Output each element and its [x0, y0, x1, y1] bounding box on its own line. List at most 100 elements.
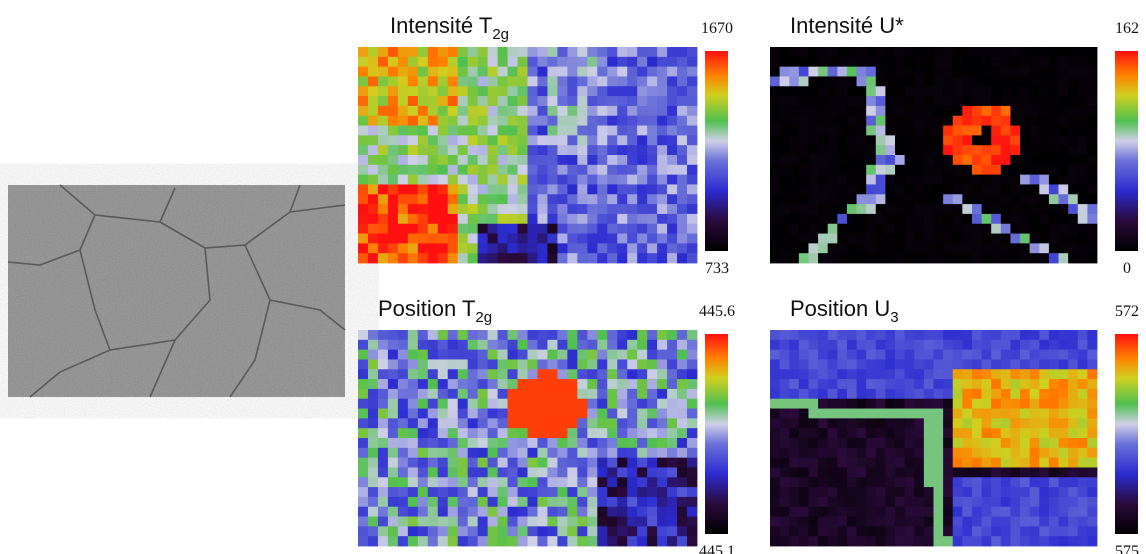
heatmap-pixel	[837, 66, 848, 77]
heatmap-pixel	[943, 516, 954, 527]
heatmap-pixel	[687, 66, 698, 77]
heatmap-pixel	[377, 467, 389, 478]
heatmap-pixel	[507, 115, 518, 126]
heatmap-pixel	[497, 145, 508, 156]
heatmap-pixel	[437, 243, 449, 254]
heatmap-pixel	[827, 125, 838, 136]
heatmap-pixel	[597, 47, 608, 58]
heatmap-pixel	[557, 526, 568, 537]
heatmap-pixel	[497, 174, 508, 185]
heatmap-pixel	[517, 194, 528, 205]
heatmap-pixel	[779, 56, 790, 68]
heatmap-pixel	[1058, 359, 1069, 370]
heatmap-pixel	[885, 526, 896, 537]
heatmap-pixel	[657, 164, 668, 176]
heatmap-pixel	[597, 233, 608, 244]
heatmap-pixel	[789, 398, 800, 409]
heatmap-pixel	[527, 339, 538, 351]
heatmap-pixel	[627, 194, 638, 205]
heatmap-pixel	[770, 135, 781, 146]
heatmap-pixel	[846, 379, 857, 390]
heatmap-pixel	[567, 155, 578, 166]
heatmap-pixel	[827, 243, 838, 254]
heatmap-pixel	[547, 253, 558, 264]
heatmap-pixel	[991, 86, 1002, 97]
heatmap-pixel	[808, 349, 819, 360]
heatmap-pixel	[617, 487, 628, 498]
heatmap-pixel	[647, 105, 658, 117]
heatmap-pixel	[1087, 477, 1098, 488]
heatmap-pixel	[875, 76, 886, 87]
heatmap-pixel	[637, 369, 648, 380]
heatmap-pixel	[467, 194, 479, 205]
heatmap-pixel	[627, 438, 638, 449]
heatmap-pixel	[627, 66, 638, 77]
heatmap-pixel	[358, 56, 369, 68]
heatmap-pixel	[377, 145, 389, 156]
heatmap-pixel	[447, 408, 459, 419]
heatmap-pixel	[387, 86, 399, 97]
heatmap-pixel	[447, 379, 459, 390]
heatmap-pixel	[657, 86, 668, 97]
heatmap-pixel	[637, 457, 648, 468]
heatmap-pixel	[991, 56, 1002, 68]
heatmap-pixel	[798, 105, 809, 117]
heatmap-pixel	[667, 330, 678, 341]
heatmap-pixel	[991, 47, 1002, 58]
heatmap-pixel	[923, 243, 934, 254]
heatmap-pixel	[923, 66, 934, 77]
heatmap-pixel	[846, 408, 857, 419]
heatmap-pixel	[827, 536, 838, 547]
heatmap-pixel	[657, 105, 668, 117]
heatmap-pixel	[577, 487, 588, 498]
heatmap-pixel	[527, 155, 538, 166]
heatmap-pixel	[358, 496, 369, 508]
heatmap-pixel	[866, 467, 877, 478]
heatmap-pixel	[837, 536, 848, 547]
heatmap-pixel	[991, 76, 1002, 87]
heatmap-pixel	[981, 184, 992, 195]
heatmap-pixel	[627, 125, 638, 136]
heatmap-pixel	[1087, 125, 1098, 136]
heatmap-pixel	[567, 477, 578, 488]
heatmap-pixel	[557, 349, 568, 360]
heatmap-pixel	[1068, 330, 1079, 341]
heatmap-pixel	[387, 47, 399, 58]
heatmap-pixel	[667, 135, 678, 146]
heatmap-pixel	[547, 339, 558, 351]
heatmap-pixel	[818, 467, 829, 478]
heatmap-pixel	[527, 145, 538, 156]
heatmap-pixel	[507, 56, 518, 68]
heatmap-pixel	[1068, 408, 1079, 419]
heatmap-pixel	[1068, 418, 1079, 429]
heatmap-pixel	[1029, 223, 1040, 234]
heatmap-pixel	[507, 253, 518, 264]
heatmap-pixel	[1077, 496, 1088, 508]
heatmap-pixel	[677, 487, 688, 498]
scale-min-label: 445,1	[699, 543, 735, 554]
heatmap-pixel	[567, 359, 578, 370]
heatmap-pixel	[487, 76, 498, 87]
heatmap-pixel	[837, 398, 848, 409]
heatmap-pixel	[837, 408, 848, 419]
heatmap-pixel	[770, 233, 781, 244]
heatmap-pixel	[657, 408, 668, 419]
heatmap-pixel	[447, 164, 459, 176]
heatmap-pixel	[547, 96, 558, 107]
heatmap-pixel	[827, 516, 838, 527]
heatmap-pixel	[417, 96, 429, 107]
heatmap-pixel	[1000, 253, 1011, 264]
heatmap-pixel	[577, 233, 588, 244]
heatmap-pixel	[1039, 379, 1050, 390]
heatmap-pixel	[1020, 379, 1031, 390]
heatmap-pixel	[387, 467, 399, 478]
heatmap-pixel	[577, 369, 588, 380]
heatmap-pixel	[866, 526, 877, 537]
heatmap-pixel	[387, 56, 399, 68]
heatmap-pixel	[933, 66, 944, 77]
heatmap-pixel	[397, 204, 409, 215]
heatmap-pixel	[846, 125, 857, 136]
heatmap-pixel	[1048, 359, 1059, 370]
heatmap-pixel	[687, 457, 698, 468]
heatmap-pixel	[991, 398, 1002, 409]
